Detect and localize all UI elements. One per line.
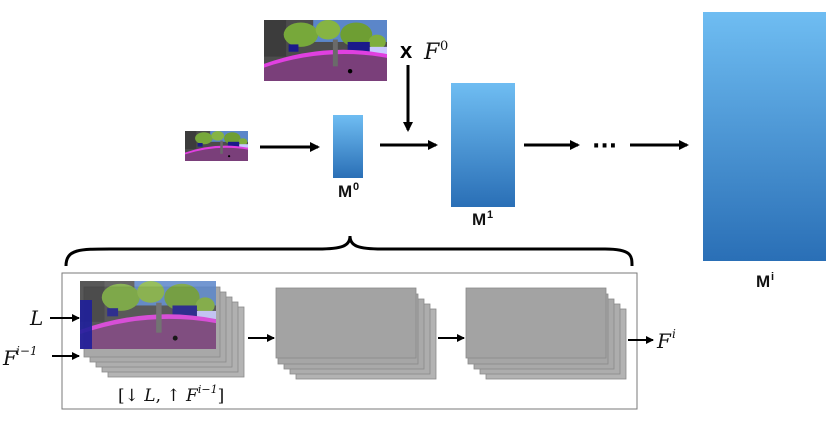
- block-M1: [451, 83, 515, 207]
- block-M1-sup: 1: [487, 209, 493, 221]
- multiply-symbol: x: [400, 38, 413, 63]
- input-F-label: F: [2, 346, 18, 370]
- module-brace: [64, 235, 634, 267]
- feature-stack-2: [275, 287, 437, 380]
- block-M0-sup: 0: [353, 181, 359, 193]
- multiply-F-sup: 0: [440, 39, 448, 54]
- segmentation-map-large: [264, 20, 387, 81]
- block-Mi-label: M: [756, 272, 770, 291]
- input-F-sup: i−1: [16, 344, 38, 358]
- feature-stack-3: [465, 287, 627, 380]
- segmentation-map-small: [185, 131, 248, 161]
- block-Mi: [703, 12, 826, 261]
- block-M0-label: M: [338, 182, 352, 201]
- ellipsis: ···: [592, 134, 617, 159]
- block-M1-label: M: [472, 210, 486, 229]
- input-L-label: L: [29, 306, 43, 330]
- multiply-F-label: F: [423, 40, 440, 65]
- output-F-label: F: [656, 329, 672, 353]
- module-input-image: [80, 281, 216, 349]
- block-M0: [333, 115, 363, 178]
- feature-stack-1: [80, 281, 245, 378]
- output-F-sup: i: [672, 327, 676, 341]
- block-Mi-sup: i: [771, 271, 774, 283]
- stack-caption: [↓ L, ↑ Fi−1]: [118, 383, 224, 406]
